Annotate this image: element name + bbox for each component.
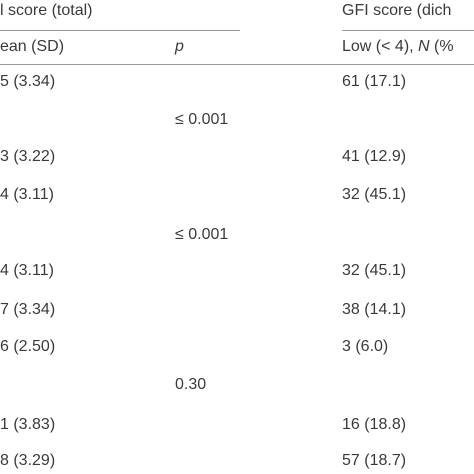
table-cell-low: 32 (45.1) (342, 186, 407, 203)
column-header-rule (0, 64, 474, 65)
group-header-gfi-dichotomous: GFI score (dich (342, 2, 452, 19)
column-header-low: Low (< 4), N (% (342, 37, 454, 57)
table-cell-p: ≤ 0.001 (175, 226, 229, 243)
table-cell-mean-sd: 5 (3.34) (0, 73, 56, 90)
table-cell-mean-sd: 4 (3.11) (0, 186, 54, 203)
header-rule-right (342, 30, 474, 31)
column-header-low-n: N (418, 38, 430, 55)
table-cell-low: 61 (17.1) (342, 73, 407, 90)
column-header-p: p (175, 38, 184, 55)
table-cell-low: 32 (45.1) (342, 262, 407, 279)
group-header-total-score: l score (total) (0, 2, 93, 19)
table-cell-low: 41 (12.9) (342, 148, 407, 165)
table-cell-mean-sd: 7 (3.34) (0, 301, 56, 318)
table-cell-low: 3 (6.0) (342, 338, 389, 355)
column-header-low-prefix: Low (< 4), (342, 38, 419, 55)
table-cell-low: 57 (18.7) (342, 452, 407, 469)
table-cell-mean-sd: 8 (3.29) (0, 452, 56, 469)
table-cell-mean-sd: 3 (3.22) (0, 148, 56, 165)
column-header-low-suffix: (% (429, 38, 454, 55)
column-header-mean-sd: ean (SD) (0, 38, 65, 55)
table-cell-low: 38 (14.1) (342, 301, 407, 318)
table-cell-p: ≤ 0.001 (175, 111, 229, 128)
table-cell-mean-sd: 4 (3.11) (0, 262, 54, 279)
table-cell-mean-sd: 6 (2.50) (0, 338, 56, 355)
header-rule-left (0, 30, 240, 31)
table-cell-p: 0.30 (175, 376, 207, 393)
table-cell-low: 16 (18.8) (342, 416, 407, 433)
table-cell-mean-sd: 1 (3.83) (0, 416, 56, 433)
